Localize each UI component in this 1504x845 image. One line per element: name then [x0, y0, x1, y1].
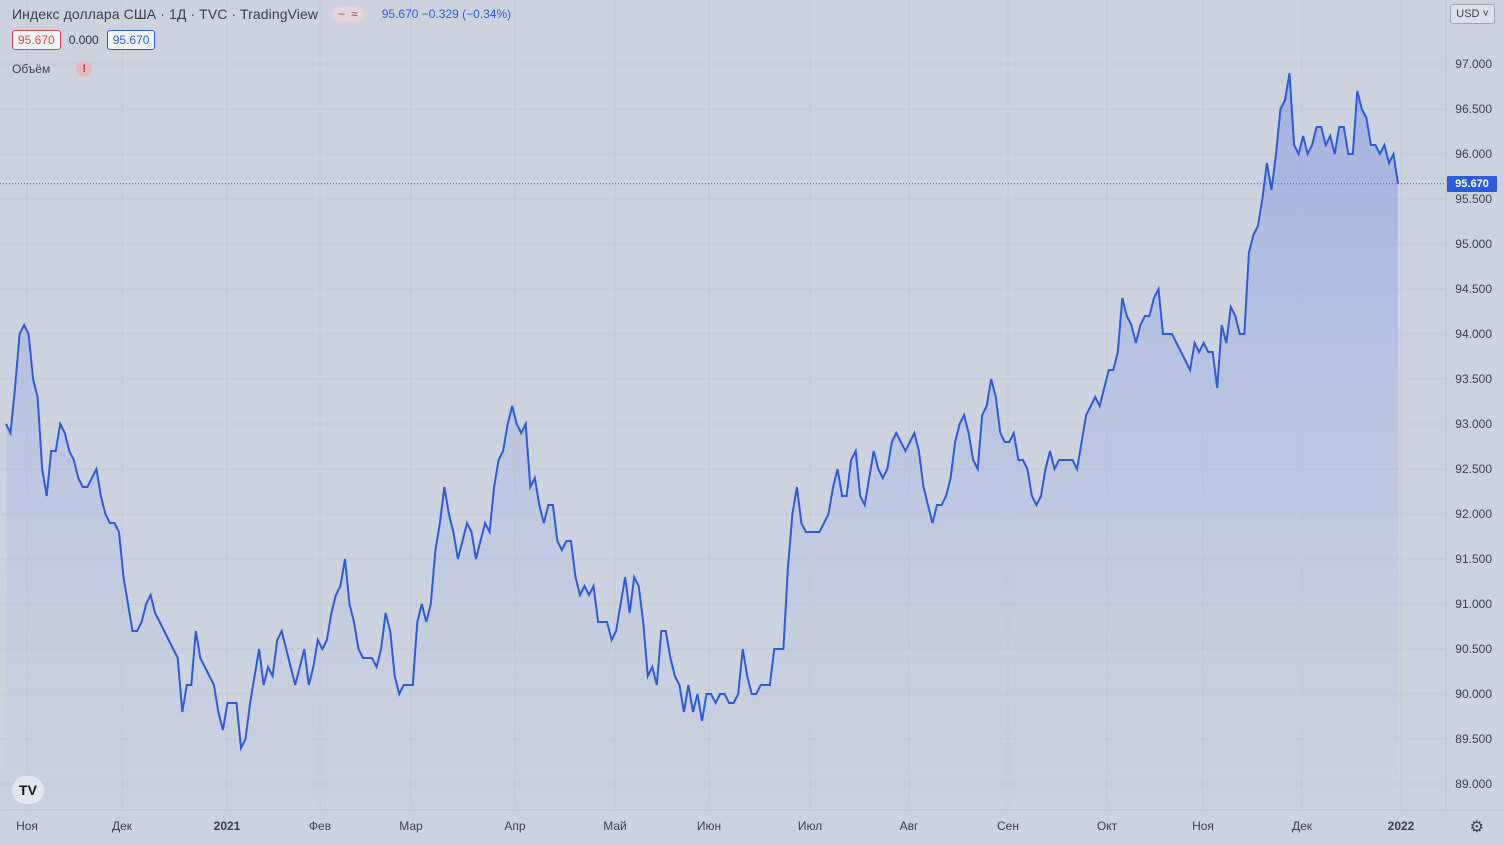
y-tick-label: 96.000	[1455, 147, 1492, 161]
y-tick-label: 95.500	[1455, 192, 1492, 206]
bid-ask-row: 95.670 0.000 95.670	[12, 30, 156, 50]
x-tick-label: Апр	[504, 819, 526, 833]
y-tick-label: 92.500	[1455, 462, 1492, 476]
x-tick-label: Май	[603, 819, 627, 833]
x-tick-label: Июл	[798, 819, 822, 833]
x-tick-label: Сен	[997, 819, 1019, 833]
quote-change: 95.670 −0.329 (−0.34%)	[381, 7, 512, 21]
y-tick-label: 91.000	[1455, 597, 1492, 611]
volume-label: Объём	[12, 62, 51, 76]
x-tick-label: Июн	[697, 819, 721, 833]
x-tick-label: Фев	[309, 819, 331, 833]
y-tick-label: 97.000	[1455, 57, 1492, 71]
y-tick-label: 90.000	[1455, 687, 1492, 701]
x-tick-label: Окт	[1097, 819, 1118, 833]
y-tick-label: 89.000	[1455, 777, 1492, 791]
x-tick-label: Ноя	[1192, 819, 1214, 833]
x-tick-label: Дек	[1292, 819, 1313, 833]
x-tick-label: Дек	[112, 819, 133, 833]
x-tick-label: Мар	[399, 819, 423, 833]
last-price-tag: 95.670	[1447, 176, 1497, 192]
chart-header: Индекс доллара США · 1Д · TVC · TradingV…	[12, 4, 511, 24]
y-tick-label: 91.500	[1455, 552, 1492, 566]
spread-value: 0.000	[68, 33, 99, 47]
y-axis[interactable]: 97.000 96.500 96.000 95.500 95.000 94.500 94.0…	[1455, 57, 1492, 791]
pill-minus-icon[interactable]: −	[338, 7, 346, 21]
y-tick-label: 92.000	[1455, 507, 1492, 521]
volume-legend[interactable]: Объём !	[12, 61, 93, 77]
y-tick-label: 90.500	[1455, 642, 1492, 656]
x-tick-label: Ноя	[16, 819, 38, 833]
indicator-pill[interactable]: − ≈	[332, 6, 364, 22]
y-tick-label: 89.500	[1455, 732, 1492, 746]
y-tick-label: 95.000	[1455, 237, 1492, 251]
series-line	[5, 72, 1399, 752]
ask-button[interactable]: 95.670	[106, 30, 156, 50]
x-tick-label: 2021	[214, 819, 241, 833]
warning-icon[interactable]: !	[76, 61, 93, 77]
y-tick-label: 94.500	[1455, 282, 1492, 296]
bid-button[interactable]: 95.670	[12, 30, 61, 50]
gear-icon[interactable]: ⚙	[1469, 819, 1484, 836]
currency-dropdown[interactable]: USD ˅	[1450, 4, 1495, 24]
y-tick-label: 93.000	[1455, 417, 1492, 431]
tradingview-logo-icon[interactable]: TV	[12, 776, 44, 804]
y-tick-label: 94.000	[1455, 327, 1492, 341]
symbol-title[interactable]: Индекс доллара США · 1Д · TVC · TradingV…	[12, 6, 319, 22]
y-tick-label: 93.500	[1455, 372, 1492, 386]
x-tick-label: 2022	[1388, 819, 1415, 833]
x-axis[interactable]: Ноя Дек 2021 Фев Мар Апр Май Июн Июл Авг Сен Окт Ноя…	[16, 819, 1415, 833]
y-tick-label: 96.500	[1455, 102, 1492, 116]
pill-approx-icon[interactable]: ≈	[351, 7, 358, 21]
x-tick-label: Авг	[900, 819, 919, 833]
